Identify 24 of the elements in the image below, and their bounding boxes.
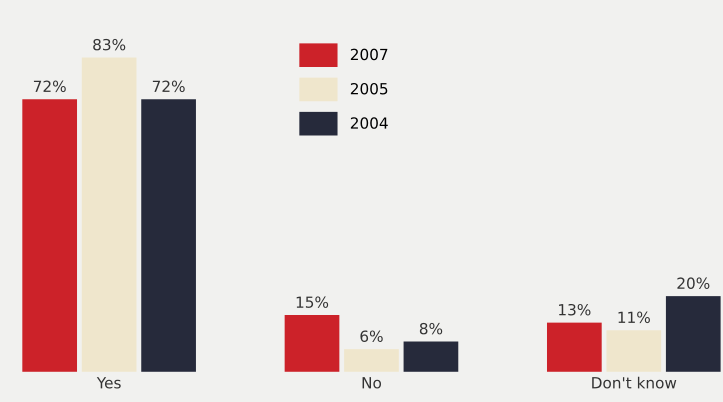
data-label: 6% bbox=[360, 330, 383, 342]
legend-label: 2004 bbox=[350, 117, 388, 129]
legend-label: 2007 bbox=[350, 48, 388, 60]
data-label: 8% bbox=[420, 322, 442, 334]
x-tick-label: Don't know bbox=[592, 376, 676, 389]
bar bbox=[284, 315, 340, 372]
bar bbox=[82, 58, 136, 372]
data-label: 20% bbox=[677, 277, 710, 289]
bar bbox=[606, 330, 662, 372]
bar bbox=[344, 349, 399, 372]
x-tick-label: No bbox=[362, 377, 382, 389]
bar bbox=[404, 342, 458, 372]
bar bbox=[546, 322, 602, 372]
bar bbox=[666, 296, 721, 372]
data-label: 83% bbox=[93, 38, 126, 50]
data-label: 15% bbox=[296, 296, 328, 308]
bar bbox=[141, 99, 196, 372]
data-label: 72% bbox=[34, 80, 66, 92]
data-label: 13% bbox=[559, 304, 590, 316]
data-label: 11% bbox=[618, 312, 650, 324]
x-tick-label: Yes bbox=[96, 377, 121, 389]
bar bbox=[22, 99, 78, 372]
legend-label: 2005 bbox=[350, 82, 388, 95]
data-label: 72% bbox=[152, 80, 185, 92]
